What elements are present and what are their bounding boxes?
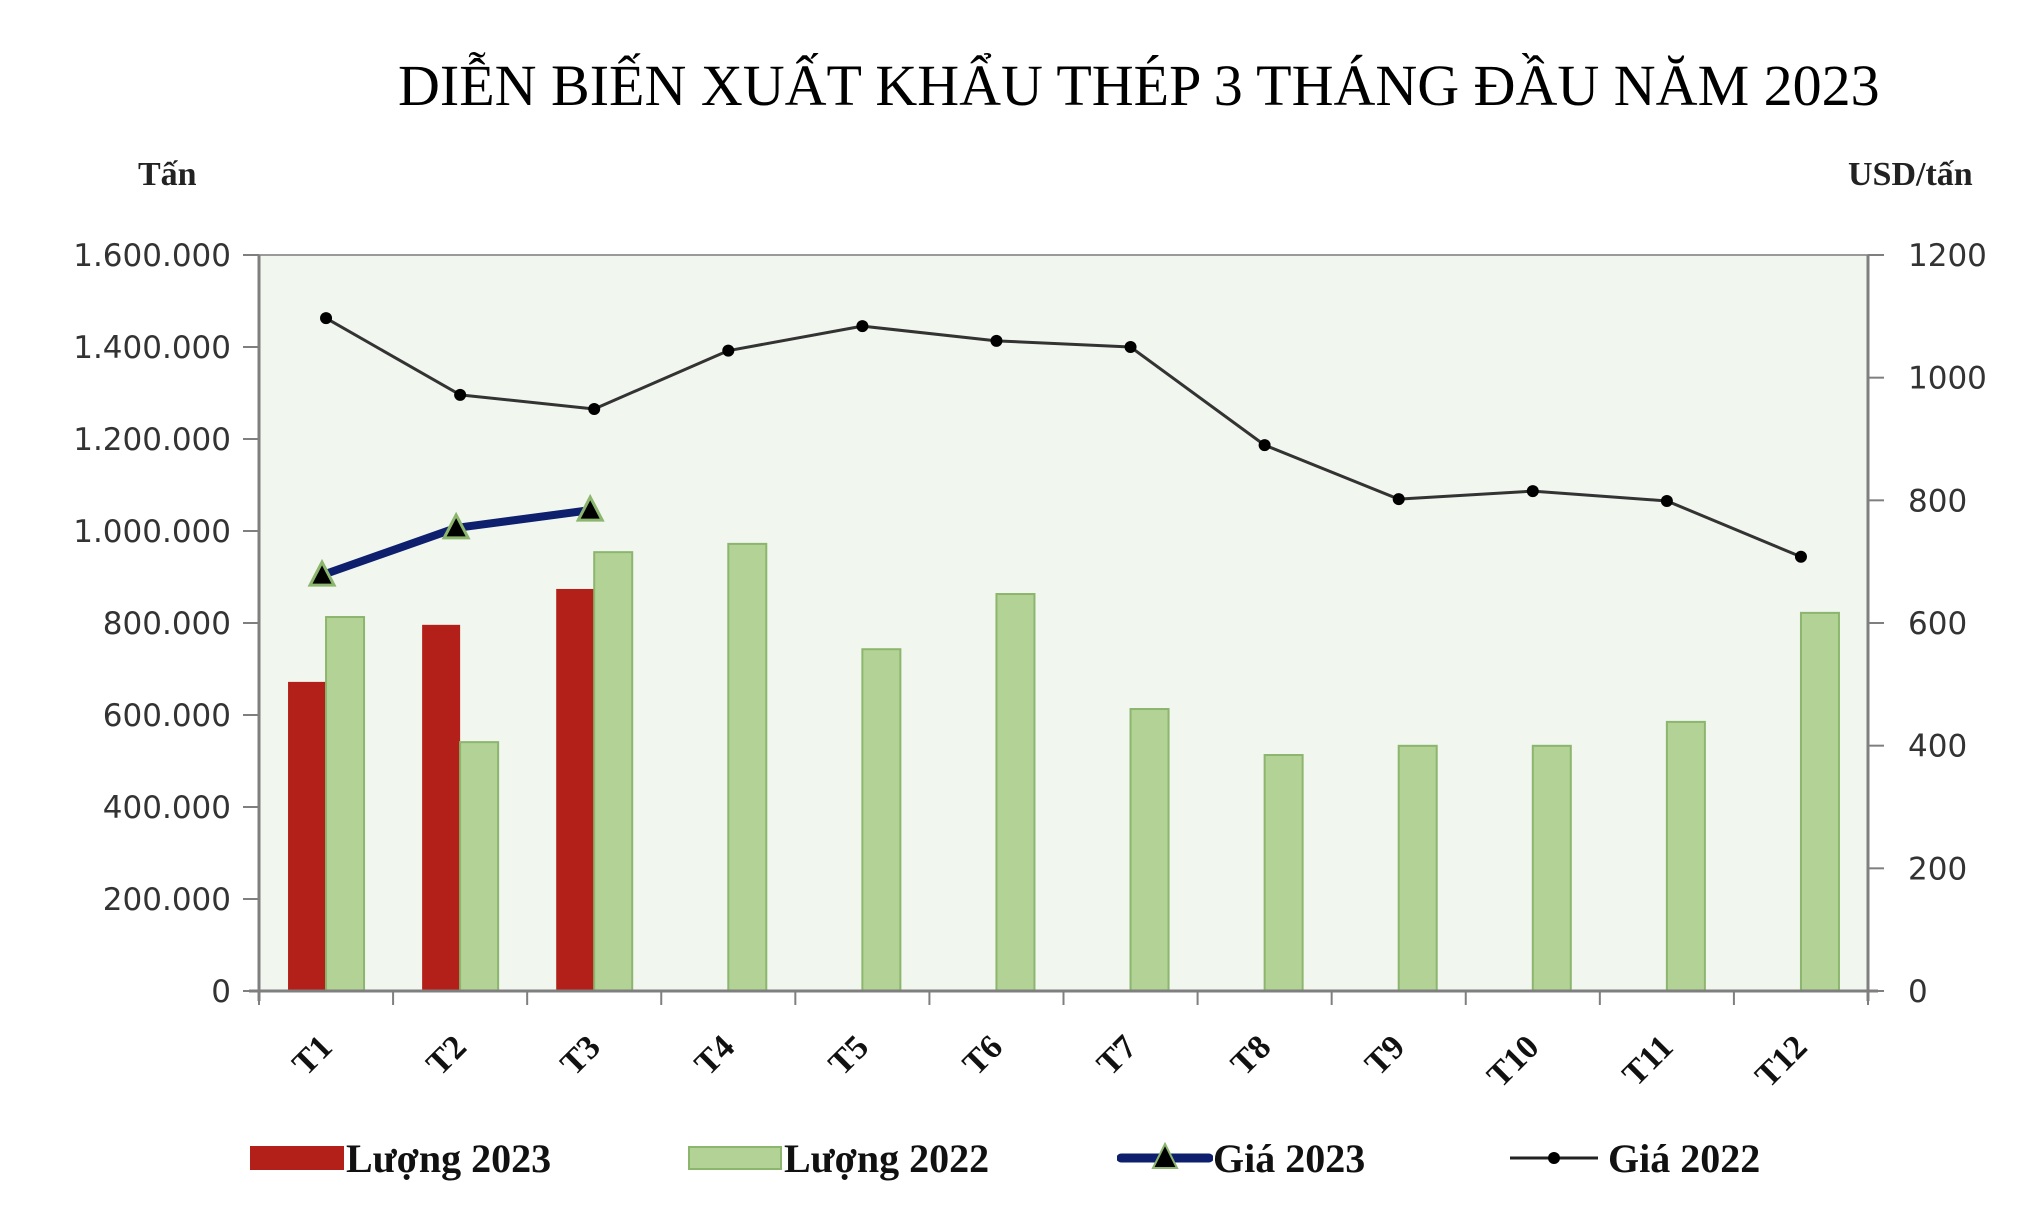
left-axis-tick-label: 1.200.000 (73, 422, 231, 458)
legend: Lượng 2023 Lượng 2022 Giá 2023 Giá 2022 (0, 1128, 2030, 1188)
right-axis-tick-label: 400 (1908, 729, 1967, 765)
left-axis-tick-label: 1.400.000 (73, 330, 231, 366)
dot-marker-icon (588, 402, 601, 415)
legend-label: Lượng 2023 (346, 1135, 552, 1181)
bar-lượng-2022-t7 (1129, 708, 1170, 993)
right-axis-tick-label: 1200 (1908, 238, 1987, 274)
bar-lượng-2023-t2 (422, 624, 461, 991)
dot-marker-icon (454, 388, 467, 401)
bar-series-group (288, 542, 1840, 993)
x-axis-category-label: T7 (1090, 1028, 1144, 1082)
right-axis-unit-label: USD/tấn (1848, 156, 1973, 193)
left-axis-tick-label: 200.000 (103, 882, 231, 918)
dot-marker-icon (320, 312, 333, 325)
x-axis-category-label: T9 (1358, 1028, 1412, 1082)
x-axis-category-label: T8 (1224, 1028, 1278, 1082)
dot-marker-icon (1660, 494, 1673, 507)
bar-lượng-2023-t1 (288, 681, 327, 991)
triangle-marker-icon (441, 511, 471, 540)
bar-lượng-2023-t3 (556, 588, 595, 991)
left-axis-tick-label: 600.000 (103, 698, 231, 734)
plot-area (258, 254, 1869, 992)
bar-lượng-2022-t3 (593, 551, 634, 992)
right-axis-tick-label: 800 (1908, 483, 1967, 519)
bar-lượng-2022-t9 (1397, 744, 1438, 992)
dot-marker-icon (1794, 550, 1807, 563)
bar-lượng-2022-t8 (1263, 754, 1304, 993)
x-axis-category-label: T11 (1616, 1028, 1681, 1093)
dot-marker-icon (856, 320, 869, 333)
left-axis-unit-label: Tấn (138, 156, 197, 193)
legend-item-gia-2022: Giá 2022 (1508, 1128, 1760, 1188)
dot-marker-icon (1392, 493, 1405, 506)
right-axis-tick-label: 0 (1908, 974, 1928, 1010)
x-axis-category-label: T5 (822, 1028, 876, 1082)
triangle-marker-icon (307, 558, 337, 587)
left-axis-tick-label: 400.000 (103, 790, 231, 826)
dot-marker-icon (990, 334, 1003, 347)
right-axis-tick-label: 200 (1908, 851, 1967, 887)
left-axis-tick-label: 0 (211, 974, 231, 1010)
legend-swatch-green-bar-icon (688, 1146, 782, 1170)
legend-line-triangle-icon (1117, 1141, 1213, 1169)
x-axis-category-label: T2 (420, 1028, 474, 1082)
x-axis-category-label: T10 (1480, 1028, 1546, 1094)
bar-lượng-2022-t2 (459, 741, 500, 993)
triangle-marker-icon (575, 493, 605, 522)
legend-label: Lượng 2022 (784, 1135, 990, 1181)
x-axis-category-label: T4 (688, 1028, 742, 1082)
x-axis-category-label: T12 (1748, 1028, 1814, 1094)
x-axis-category-label: T6 (956, 1028, 1010, 1082)
x-axis-category-label: T3 (554, 1028, 608, 1082)
legend-item-gia-2023: Giá 2023 (1117, 1128, 1365, 1188)
bar-lượng-2022-t5 (861, 648, 902, 992)
left-axis-tick-label: 800.000 (103, 606, 231, 642)
bar-lượng-2022-t4 (727, 542, 768, 992)
legend-label: Giá 2023 (1213, 1135, 1366, 1181)
line-giá-2022 (324, 316, 1803, 559)
chart-title: DIỄN BIẾN XUẤT KHẨU THÉP 3 THÁNG ĐẦU NĂM… (398, 53, 1880, 118)
bar-lượng-2022-t6 (995, 593, 1036, 993)
x-axis-category-label: T1 (285, 1028, 339, 1082)
left-axis-tick-label: 1.000.000 (73, 514, 231, 550)
right-axis-tick-label: 600 (1908, 606, 1967, 642)
legend-item-luong-2023: Lượng 2023 (250, 1128, 551, 1188)
left-axis-tick-label: 1.600.000 (73, 238, 231, 274)
legend-swatch-red-bar-icon (250, 1146, 344, 1170)
dot-marker-icon (1526, 485, 1539, 498)
bar-lượng-2022-t11 (1665, 720, 1706, 993)
bar-lượng-2022-t10 (1531, 744, 1572, 992)
right-axis-tick-label: 1000 (1908, 361, 1987, 397)
dot-marker-icon (722, 344, 735, 357)
dot-marker-icon (1124, 341, 1137, 353)
legend-item-luong-2022: Lượng 2022 (688, 1128, 989, 1188)
line-series-group (307, 312, 1807, 587)
dot-marker-icon (1258, 439, 1271, 452)
legend-label: Giá 2022 (1608, 1135, 1761, 1181)
bar-lượng-2022-t1 (325, 616, 366, 993)
bar-lượng-2022-t12 (1799, 611, 1840, 992)
legend-line-dot-icon (1510, 1152, 1598, 1164)
